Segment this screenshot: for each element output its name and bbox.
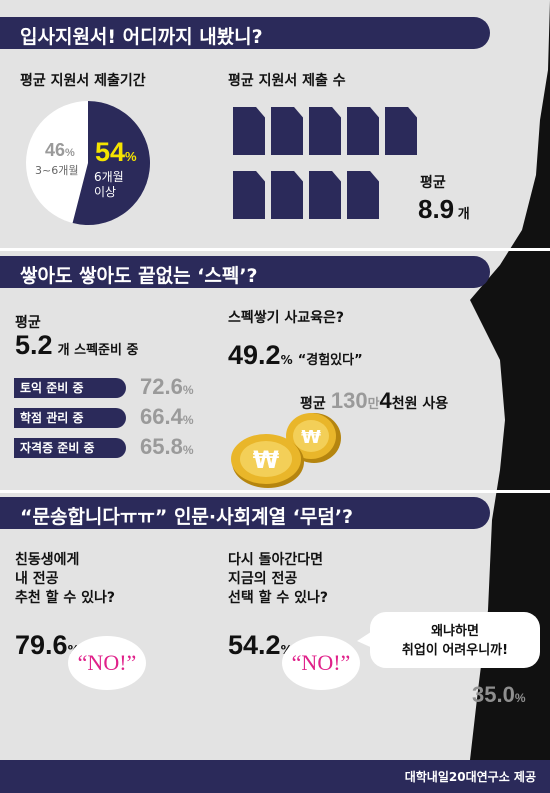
question-reselect: 다시 돌아간다면 지금의 전공 선택 할 수 있나? [228, 552, 329, 606]
reason-text: 왜냐하면 취업이 어려우니까! [401, 624, 509, 658]
coin-symbol: ₩ [253, 446, 280, 474]
document-icon [309, 107, 341, 155]
document-icon [347, 107, 379, 155]
section2-title: 쌓아도 쌓아도 끝없는 ‘스펙’? [20, 265, 258, 287]
spend-stat: 평균 130만4천원 사용 [300, 388, 449, 413]
count-label: 평균 지원서 제출 수 [228, 73, 346, 89]
speech-bubble-tail [357, 628, 377, 650]
private-edu-stat: 49.2% “경험있다” [228, 340, 363, 370]
private-edu-label: 스펙쌓기 사교육은? [228, 310, 345, 326]
document-icon [271, 171, 303, 219]
pie-major-caption: 6개월 이상 [94, 170, 124, 199]
recommend-stat: 79.6% [15, 630, 80, 660]
spec-value-gpa: 66.4% [140, 404, 194, 429]
footer: 대학내일20대연구소 제공 [0, 760, 550, 793]
pie-major-value: 54% [95, 137, 137, 167]
pie-slice-6months-plus [72, 101, 151, 225]
spec-bar-certificate: 자격증 준비 중 [14, 438, 126, 458]
no-bubble: “NO!” [68, 636, 146, 690]
document-icon [233, 171, 265, 219]
document-icon [347, 171, 379, 219]
document-icons [233, 107, 417, 225]
avg-count-value: 8.9 개 [418, 194, 470, 224]
coin-icons: ₩ ₩ [231, 413, 341, 488]
spec-bar-toeic: 토익 준비 중 [14, 378, 126, 398]
no-bubble: “NO!” [282, 636, 360, 690]
reason-speech-bubble [370, 612, 540, 668]
document-icon [233, 107, 265, 155]
document-icon [385, 107, 417, 155]
pie-minor-value: 46% [45, 140, 75, 160]
section1-title: 입사지원서! 어디까지 내봤니? [20, 26, 263, 48]
divider [0, 248, 550, 251]
document-icon [309, 171, 341, 219]
divider [0, 490, 550, 493]
spec-value-toeic: 72.6% [140, 374, 194, 399]
coin-symbol: ₩ [301, 427, 321, 448]
period-label: 평균 지원서 제출기간 [20, 73, 146, 89]
spec-avg-label: 평균 [15, 315, 41, 331]
section1-banner: 입사지원서! 어디까지 내봤니? [0, 17, 490, 49]
section3-banner: “문송합니다ㅠㅠ” 인문·사회계열 ‘무덤’? [0, 497, 490, 529]
section3-title: “문송합니다ㅠㅠ” 인문·사회계열 ‘무덤’? [20, 506, 354, 528]
reason-value: 35.0% [472, 682, 526, 707]
footer-credit: 대학내일20대연구소 제공 [404, 770, 536, 784]
spec-avg: 5.2 개 스펙준비 중 [15, 330, 139, 360]
spec-bar-gpa: 학점 관리 중 [14, 408, 126, 428]
document-icon [271, 107, 303, 155]
question-recommend: 친동생에게 내 전공 추천 할 수 있나? [15, 552, 116, 606]
section2-banner: 쌓아도 쌓아도 끝없는 ‘스펙’? [0, 256, 490, 288]
spec-value-certificate: 65.8% [140, 434, 194, 459]
pie-minor-caption: 3~6개월 [35, 164, 79, 177]
period-pie-chart [26, 101, 151, 225]
avg-count-label: 평균 [420, 175, 446, 191]
